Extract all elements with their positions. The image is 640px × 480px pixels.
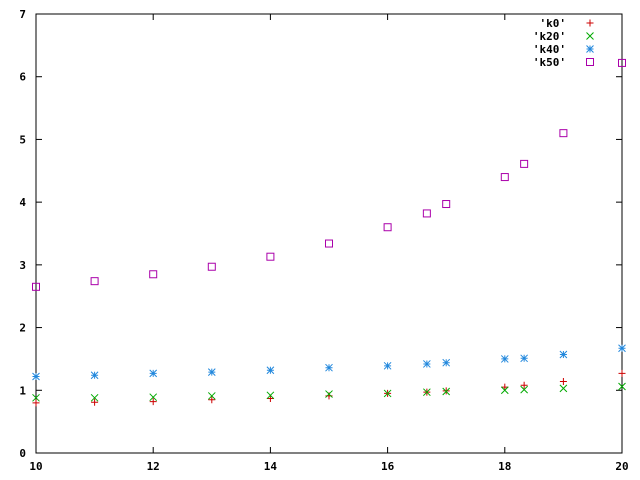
data-point	[90, 371, 99, 380]
data-point	[500, 386, 509, 395]
y-tick-label: 1	[19, 384, 26, 397]
data-point	[325, 239, 333, 248]
data-point	[207, 262, 216, 271]
data-point	[266, 366, 275, 375]
legend-marker	[586, 32, 594, 40]
data-point	[520, 381, 528, 389]
y-tick-label: 6	[19, 71, 26, 84]
data-point	[91, 398, 99, 406]
series-k0	[32, 369, 626, 407]
x-tick-label: 16	[381, 460, 395, 473]
legend-label: 'k0'	[540, 17, 567, 30]
data-point	[618, 382, 626, 391]
data-point	[618, 369, 626, 377]
data-point	[32, 282, 40, 291]
data-point	[149, 369, 158, 378]
data-point	[149, 398, 157, 406]
legend-label: 'k50'	[533, 56, 566, 69]
series-k50	[32, 58, 626, 291]
data-point	[442, 387, 451, 396]
x-tick-label: 14	[264, 460, 278, 473]
data-point	[383, 361, 392, 370]
y-tick-label: 5	[19, 133, 26, 146]
y-tick-label: 2	[19, 322, 26, 335]
data-point	[207, 392, 216, 400]
data-point	[383, 223, 392, 232]
y-tick-label: 3	[19, 259, 26, 272]
legend-marker	[586, 45, 594, 53]
data-point	[325, 363, 333, 372]
legend-marker	[586, 58, 594, 66]
series-k20	[32, 382, 626, 402]
legend: 'k0''k20''k40''k50'	[533, 17, 594, 69]
data-point	[207, 368, 216, 376]
data-point	[618, 344, 626, 353]
data-point	[442, 358, 451, 367]
x-tick-label: 18	[498, 460, 511, 473]
data-point	[32, 399, 40, 407]
data-point	[559, 378, 567, 386]
series-layer	[32, 58, 626, 407]
data-point	[266, 394, 274, 402]
data-point	[32, 393, 40, 402]
data-point	[559, 350, 568, 359]
data-point	[266, 391, 275, 400]
data-point	[559, 384, 568, 393]
data-point	[423, 388, 431, 397]
data-point	[32, 372, 40, 381]
series-k40	[32, 344, 626, 381]
data-point	[520, 385, 528, 394]
x-tick-label: 12	[147, 460, 160, 473]
y-tick-label: 7	[19, 8, 26, 21]
legend-marker	[586, 19, 594, 27]
data-point	[325, 390, 333, 398]
y-tick-label: 0	[19, 447, 26, 460]
plot-frame	[35, 13, 623, 454]
data-point	[423, 360, 431, 368]
data-point	[383, 389, 392, 398]
data-point	[422, 209, 431, 218]
data-point	[90, 277, 99, 286]
data-point	[266, 252, 275, 261]
y-tick-label: 4	[19, 196, 26, 209]
data-point	[500, 173, 509, 182]
data-point	[90, 393, 99, 402]
data-point	[208, 396, 216, 404]
data-point	[520, 159, 529, 168]
legend-label: 'k20'	[533, 30, 566, 43]
data-point	[618, 58, 626, 67]
data-point	[501, 383, 509, 391]
x-tick-label: 20	[615, 460, 628, 473]
data-point	[520, 354, 528, 363]
data-point	[442, 200, 451, 209]
x-tick-label: 10	[29, 460, 42, 473]
data-point	[149, 393, 158, 402]
legend-label: 'k40'	[533, 43, 566, 56]
data-point	[559, 129, 568, 138]
data-point	[500, 355, 509, 363]
data-point	[149, 270, 158, 279]
